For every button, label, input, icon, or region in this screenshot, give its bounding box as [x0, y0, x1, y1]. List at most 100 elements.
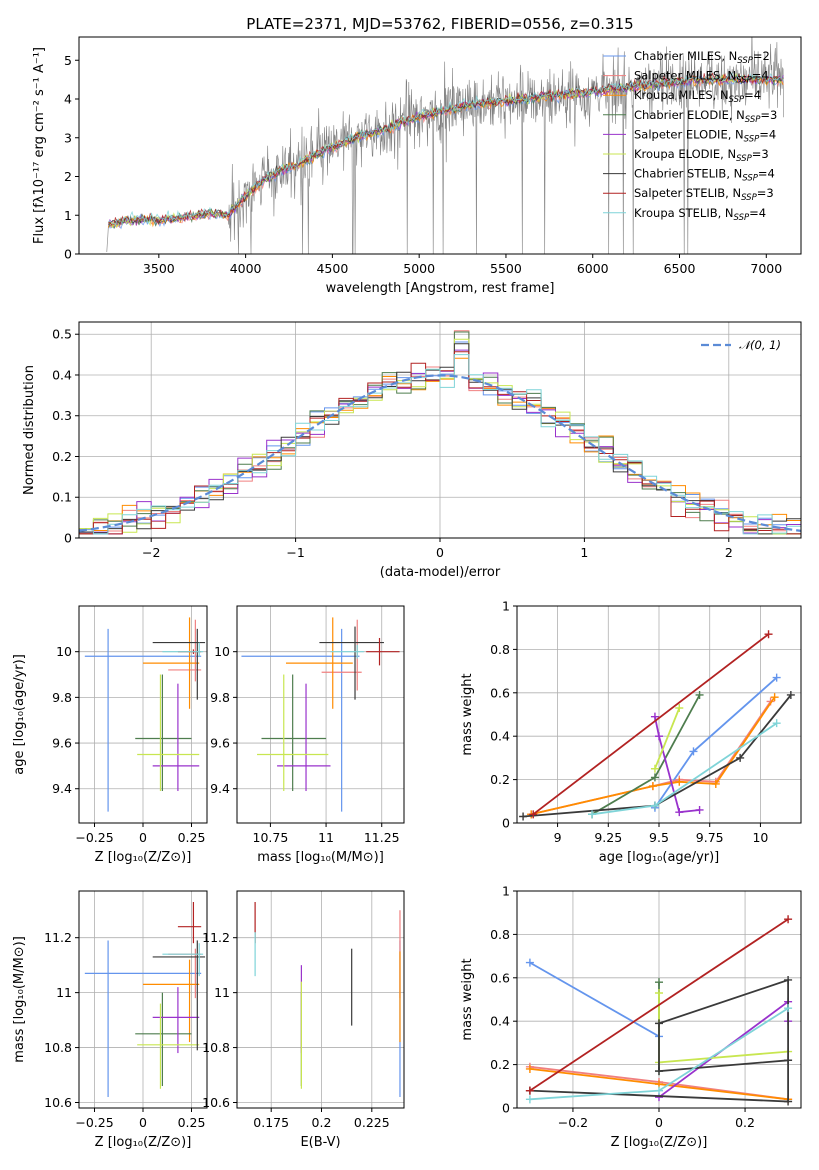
y-tick-label: 10.6 [202, 1095, 230, 1110]
weight-point-marker [655, 1019, 663, 1028]
legend-label: Chabrier MILES, NSSP=2 [634, 49, 770, 66]
x-tick-label: 9.75 [696, 830, 724, 845]
x-tick-label: 0 [655, 1115, 663, 1130]
legend-label-text: Salpeter ELODIE, N [634, 127, 744, 141]
legend-label-suffix: =4 [744, 88, 761, 102]
x-tick-label: 1 [580, 545, 588, 560]
weight-point-marker [736, 753, 745, 762]
legend-label-suffix: =3 [752, 147, 769, 161]
x-tick-label: 11.25 [364, 830, 400, 845]
legend-label: Kroupa STELIB, NSSP=4 [634, 206, 766, 223]
y-axis-label: Normed distribution [22, 365, 37, 495]
y-tick-label: 10.6 [44, 1095, 72, 1110]
x-tick-label: 5000 [403, 261, 435, 276]
weight-point-marker [650, 801, 659, 810]
y-tick-label: 0.2 [52, 449, 72, 464]
legend-label-text: Salpeter MILES, N [634, 69, 736, 83]
weight-point-marker [689, 747, 698, 756]
weight-point-marker [772, 673, 781, 682]
y-tick-label: 0 [502, 816, 510, 831]
plot-area [84, 617, 206, 812]
weight-point-marker [764, 630, 773, 639]
normal-curve [79, 374, 801, 532]
weight-series-line [529, 918, 789, 1092]
y-tick-label: 1 [502, 884, 510, 899]
legend-label: 𝒩(0, 1) [739, 338, 781, 352]
x-tick-label: 3500 [143, 261, 175, 276]
y-tick-label: 10.8 [202, 1040, 230, 1055]
x-tick-label: 0 [436, 545, 444, 560]
legend-label-text: Kroupa STELIB, N [634, 206, 734, 220]
y-tick-label: 9.6 [52, 736, 72, 751]
weight-point-marker [784, 975, 793, 984]
y-tick-label: 5 [64, 53, 72, 68]
y-tick-label: 10 [214, 644, 230, 659]
histogram-step [79, 354, 801, 535]
y-tick-label: 10 [56, 644, 72, 659]
y-tick-label: 0.2 [490, 1057, 510, 1072]
weight-series-line [654, 707, 681, 770]
x-tick-label: −2 [142, 545, 160, 560]
legend-label: Kroupa ELODIE, NSSP=3 [634, 147, 769, 164]
legend-label: Salpeter STELIB, NSSP=3 [634, 186, 774, 203]
legend-label-sub: SSP [742, 174, 758, 184]
y-tick-label: 0.5 [52, 327, 72, 342]
legend-label-suffix: =4 [758, 167, 775, 181]
legend-label-suffix: =2 [753, 49, 770, 63]
plot-area [106, 37, 784, 254]
legend-label-sub: SSP [741, 193, 757, 203]
x-tick-label: −1 [286, 545, 304, 560]
legend-label: Chabrier ELODIE, NSSP=3 [634, 108, 777, 125]
weight-series-line [529, 961, 660, 1038]
legend-label-text: Kroupa ELODIE, N [634, 147, 736, 161]
weight-point-marker [772, 719, 781, 728]
x-tick-label: 9.25 [594, 830, 622, 845]
legend-label-sub: SSP [737, 56, 753, 66]
axes-frame [236, 605, 405, 824]
legend-label-text: Kroupa MILES, N [634, 88, 729, 102]
weight-point-marker [784, 1004, 793, 1013]
weight-point-marker [711, 779, 720, 788]
weight-point-marker [650, 712, 659, 721]
x-tick-label: −0.25 [75, 1115, 113, 1130]
y-tick-label: 0 [64, 531, 72, 546]
legend-label-sub: SSP [744, 134, 760, 144]
weight-point-marker [675, 808, 684, 817]
axes-frame [78, 321, 802, 539]
x-tick-label: −0.2 [558, 1115, 588, 1130]
legend-label-text: Chabrier MILES, N [634, 49, 737, 63]
x-tick-label: 6000 [577, 261, 609, 276]
y-tick-label: 1 [502, 599, 510, 614]
x-axis-label: Z [log₁₀(Z/Z⊙)] [95, 850, 192, 865]
y-tick-label: 0.4 [52, 367, 72, 382]
legend-label-sub: SSP [736, 76, 752, 86]
y-axis-label: Flux [fλ10⁻¹⁷ erg cm⁻² s⁻¹ A⁻¹] [32, 47, 47, 244]
y-tick-label: 0.6 [490, 970, 510, 985]
panel-age_vs_Z: −0.25 0 0.25 9.4 9.6 9.8 10 Z [log₁₀(Z/Z⊙)] age … [12, 605, 208, 865]
legend-label-suffix: =3 [760, 108, 777, 122]
x-axis-label: wavelength [Angstrom, rest frame] [326, 281, 555, 296]
panel-weight_vs_Z: −0.2 0 0.2 0 0.2 0.4 0.6 0.8 1 Z [log₁₀(Z/Z⊙)] mas… [460, 884, 802, 1150]
y-axis-label: age [log₁₀(age/yr)] [12, 654, 27, 775]
axes-frame [516, 605, 802, 824]
y-tick-label: 0 [64, 247, 72, 262]
y-tick-label: 4 [64, 92, 72, 107]
legend-label-sub: SSP [736, 154, 752, 164]
x-axis-label: Z [log₁₀(Z/Z⊙)] [95, 1135, 192, 1150]
weight-point-marker [695, 690, 704, 699]
legend-label-text: Salpeter STELIB, N [634, 186, 741, 200]
weight-series-line [654, 716, 700, 814]
x-tick-label: 9 [554, 830, 562, 845]
weight-point-marker [770, 693, 779, 702]
weight-point-marker [650, 773, 659, 782]
y-tick-label: 0.8 [490, 927, 510, 942]
weight-point-marker [529, 810, 538, 819]
x-tick-label: 4000 [230, 261, 262, 276]
y-tick-label: 0.4 [490, 1014, 510, 1029]
weight-point-marker [655, 732, 663, 741]
x-axis-label: (data-model)/error [380, 565, 501, 580]
y-tick-label: 9.4 [210, 781, 230, 796]
plot-area [254, 901, 401, 1098]
y-tick-label: 11.2 [44, 930, 72, 945]
